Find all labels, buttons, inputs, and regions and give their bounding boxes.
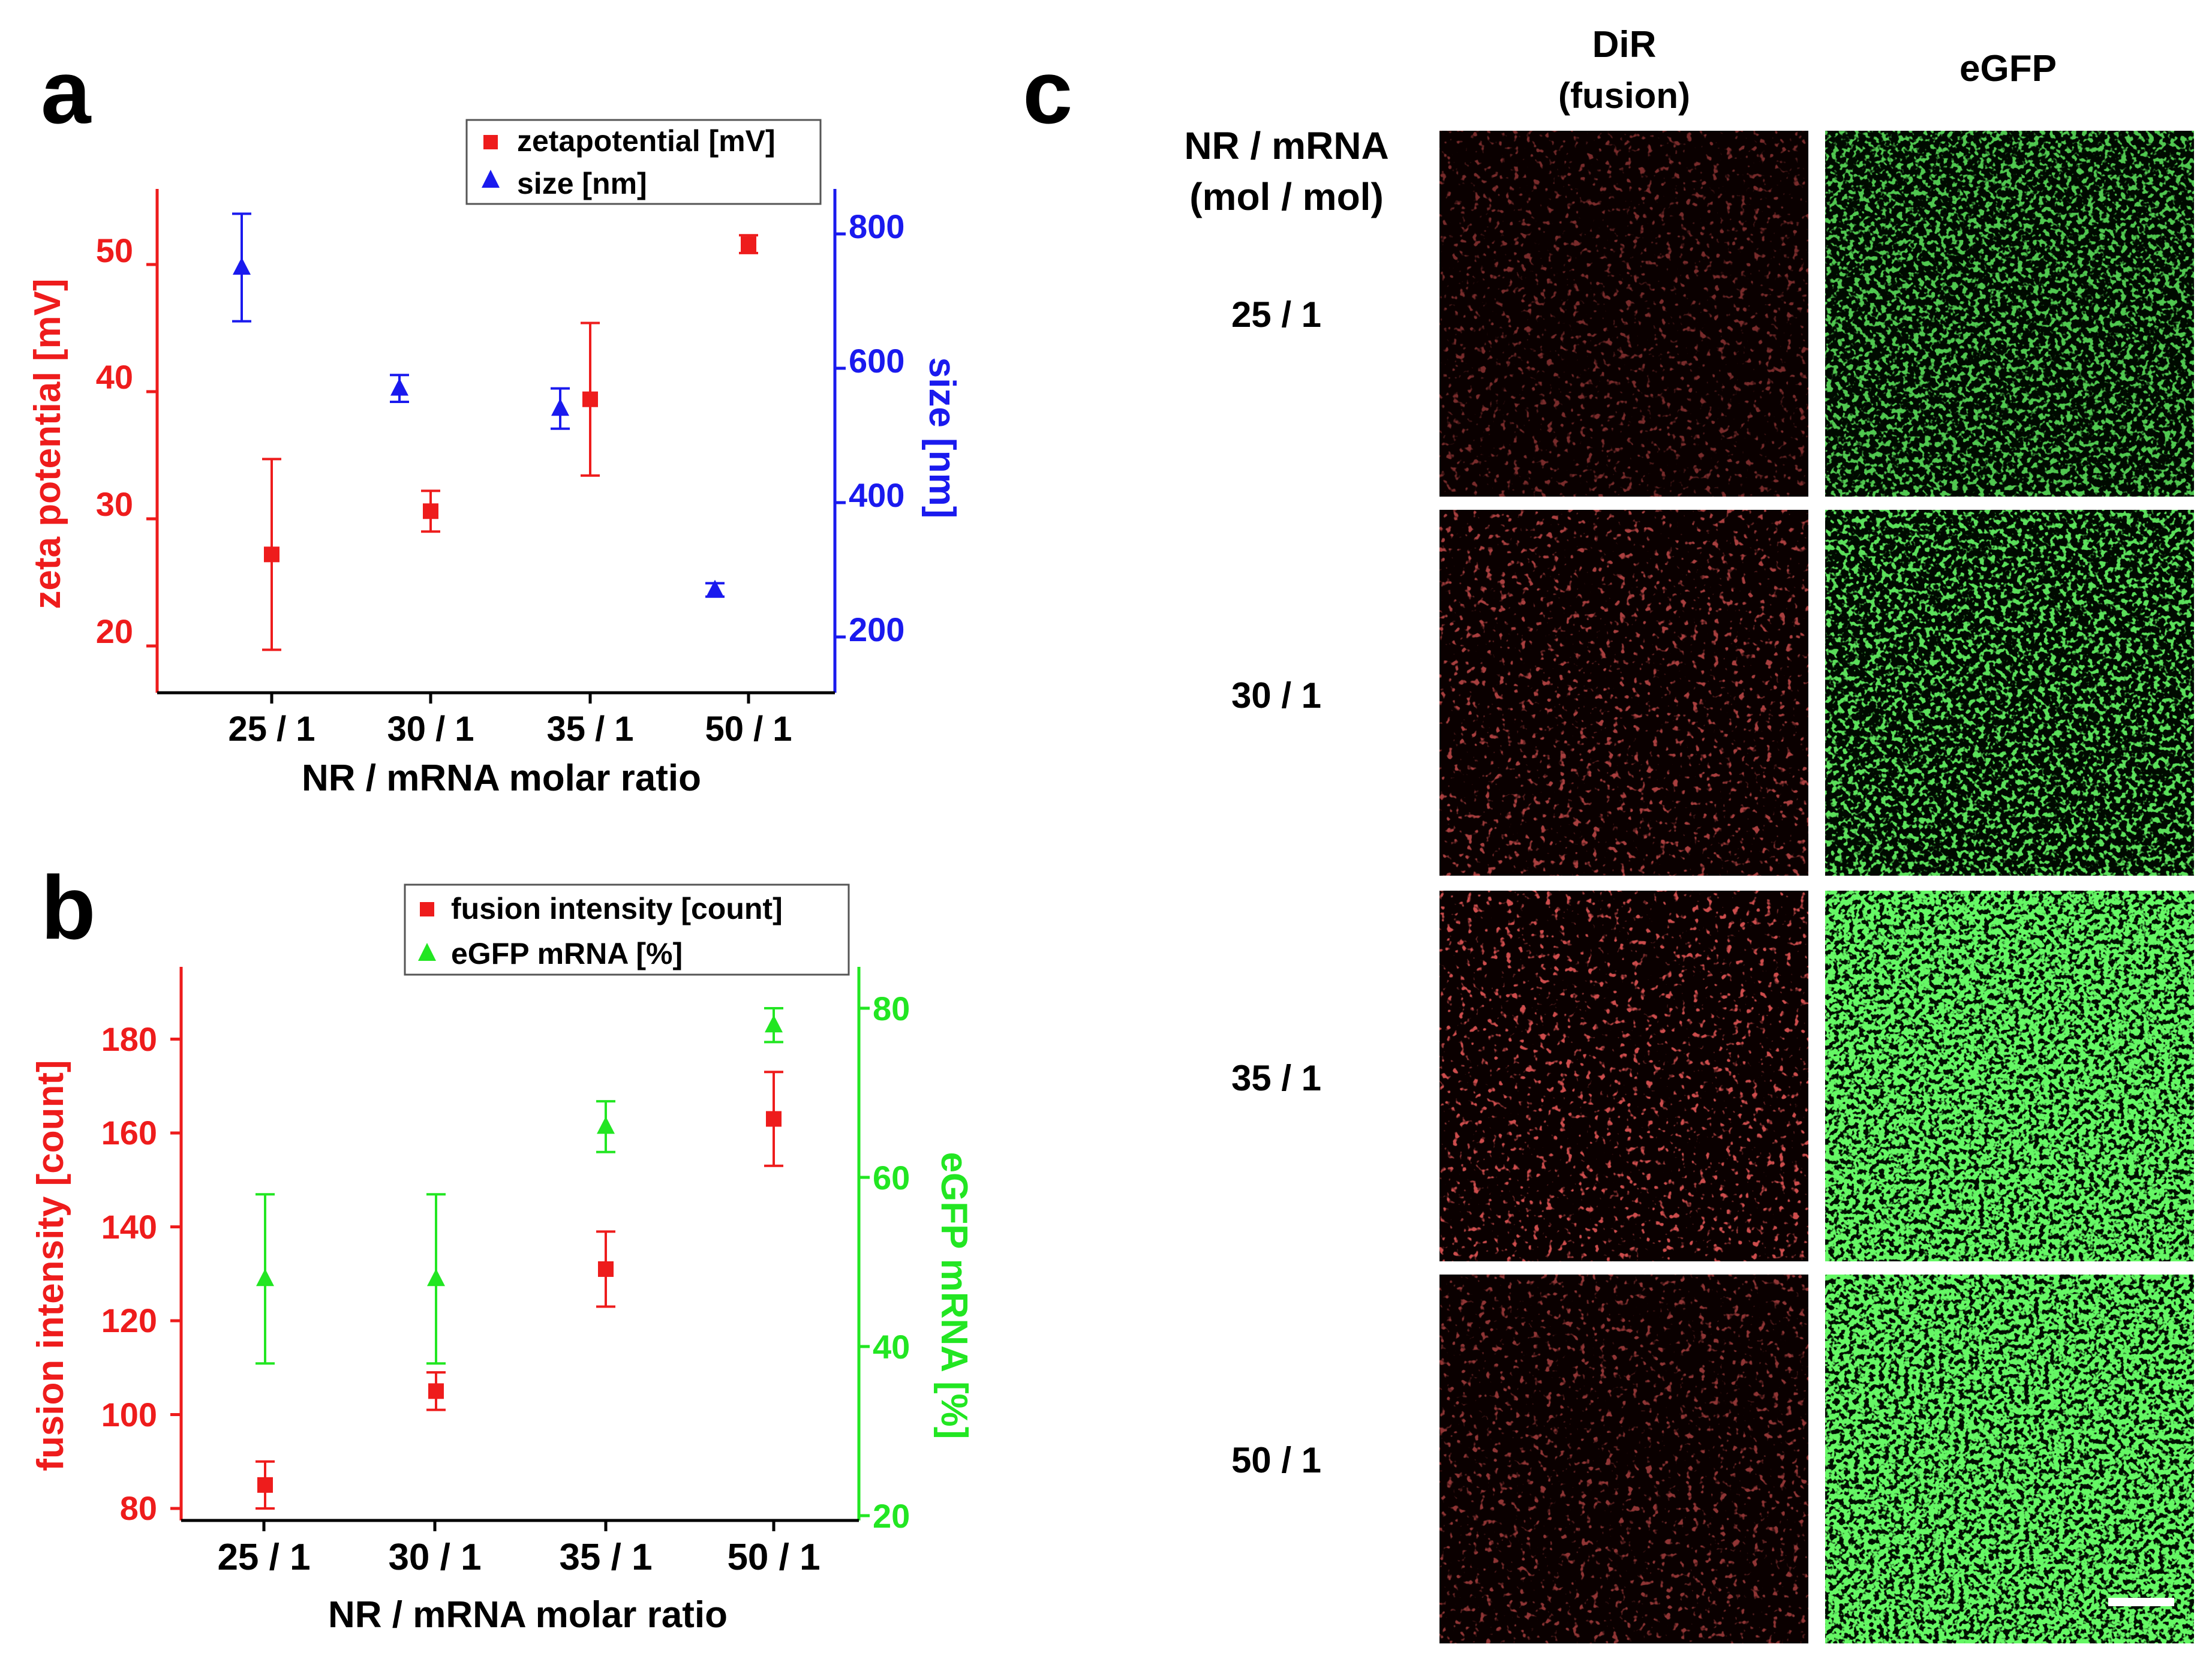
x-tick-b-35: 35 / 1 (559, 1537, 652, 1578)
y2-axis-label-a: size [nm] (921, 357, 963, 519)
data-point-triangle (233, 257, 251, 275)
data-point-triangle (706, 579, 724, 597)
legend-box (465, 119, 822, 205)
legend-marker-zeta (483, 135, 498, 149)
micrograph-dir-35 (1439, 891, 1808, 1261)
row-header-line1: NR / mRNA (1184, 124, 1388, 167)
data-point-square (582, 391, 598, 407)
micrograph-dir-50 (1439, 1275, 1808, 1643)
legend-entry-zeta: zetapotential [mV] (517, 124, 776, 158)
row-label-50: 50 / 1 (1231, 1440, 1321, 1480)
row-label-30: 30 / 1 (1231, 675, 1321, 716)
ticks-b (170, 1006, 870, 1531)
col-header-dir-sub: (fusion) (1558, 76, 1690, 116)
legend-marker-egfp (418, 943, 436, 961)
panel-b: b fusion intensity [count] eGFP mRNA [%]… (30, 857, 975, 1636)
legend-marker-size (482, 170, 500, 188)
x-tick-a-25: 25 / 1 (228, 710, 315, 749)
legend-entry-egfp: eGFP mRNA [%] (451, 937, 683, 970)
y2-axis-label-b: eGFP mRNA [%] (933, 1152, 975, 1439)
col-header-egfp: eGFP (1959, 48, 2057, 89)
y-tick-a-20: 20 (96, 612, 133, 650)
y2-tick-a-400: 400 (849, 476, 904, 514)
y-tick-b-140: 140 (101, 1208, 157, 1246)
data-marks-a (232, 212, 758, 651)
data-point-triangle (427, 1269, 445, 1287)
y-tick-a-40: 40 (96, 358, 133, 396)
micrograph-egfp-50 (1825, 1275, 2194, 1643)
legend-box (404, 883, 850, 976)
y-tick-b-120: 120 (101, 1302, 157, 1339)
y-axis-label-a: zeta potential [mV] (27, 278, 68, 609)
y2-tick-a-200: 200 (849, 611, 904, 648)
data-point-square (741, 236, 756, 253)
data-point-triangle (597, 1116, 615, 1134)
y-tick-a-50: 50 (96, 232, 133, 269)
data-point-square (428, 1383, 444, 1399)
data-point-triangle (390, 378, 408, 396)
y-tick-b-180: 180 (101, 1020, 157, 1058)
y-tick-a-30: 30 (96, 485, 133, 523)
scale-bar (2108, 1598, 2174, 1606)
y2-tick-b-40: 40 (873, 1328, 910, 1366)
micrograph-egfp-35 (1825, 891, 2194, 1261)
panel-c: c DiR (fusion) eGFP NR / mRNA (mol / mol… (1023, 24, 2194, 1643)
data-point-square (598, 1261, 614, 1277)
data-point-triangle (765, 1015, 783, 1033)
row-header-line2: (mol / mol) (1189, 175, 1384, 218)
panel-label-a: a (41, 41, 92, 142)
panel-a: a zetapotential [mV] size [nm] 50 40 30 … (27, 41, 963, 799)
micrograph-dir-25 (1439, 131, 1808, 497)
y2-tick-b-80: 80 (873, 990, 910, 1027)
x-tick-b-50: 50 / 1 (727, 1537, 820, 1578)
micrograph-egfp-30 (1825, 510, 2194, 876)
y2-tick-b-60: 60 (873, 1159, 910, 1197)
y2-tick-a-600: 600 (849, 342, 904, 380)
panel-label-b: b (41, 857, 96, 958)
data-point-square (264, 546, 279, 563)
col-header-dir: DiR (1592, 24, 1657, 65)
micrograph-dir-30 (1439, 510, 1808, 876)
data-marks-b (256, 1007, 783, 1510)
row-label-35: 35 / 1 (1231, 1058, 1321, 1098)
legend-b: fusion intensity [count] eGFP mRNA [%] (404, 883, 850, 976)
legend-marker-fusion (420, 902, 434, 916)
x-tick-a-50: 50 / 1 (705, 710, 792, 749)
y2-tick-a-800: 800 (849, 208, 904, 245)
micrograph-egfp-25 (1825, 131, 2194, 497)
legend-a: zetapotential [mV] size [nm] (465, 119, 822, 205)
data-point-square (766, 1111, 782, 1127)
ticks-a (146, 232, 846, 704)
y2-tick-b-20: 20 (873, 1497, 910, 1535)
y-tick-b-100: 100 (101, 1396, 157, 1433)
legend-entry-fusion: fusion intensity [count] (451, 892, 783, 925)
x-tick-b-25: 25 / 1 (217, 1537, 310, 1578)
y-tick-b-80: 80 (120, 1489, 157, 1527)
panel-label-c: c (1023, 41, 1072, 142)
data-point-square (257, 1477, 273, 1493)
x-tick-a-35: 35 / 1 (546, 710, 633, 749)
x-tick-b-30: 30 / 1 (388, 1537, 481, 1578)
y-axis-label-b: fusion intensity [count] (30, 1060, 71, 1471)
x-axis-label-b: NR / mRNA molar ratio (328, 1594, 728, 1636)
data-point-triangle (256, 1269, 274, 1287)
x-axis-label-a: NR / mRNA molar ratio (302, 758, 701, 799)
y-tick-b-160: 160 (101, 1114, 157, 1152)
row-label-25: 25 / 1 (1231, 294, 1321, 335)
data-point-triangle (551, 398, 569, 416)
legend-entry-size: size [nm] (517, 167, 647, 200)
data-point-square (423, 503, 438, 519)
x-tick-a-30: 30 / 1 (387, 710, 474, 749)
